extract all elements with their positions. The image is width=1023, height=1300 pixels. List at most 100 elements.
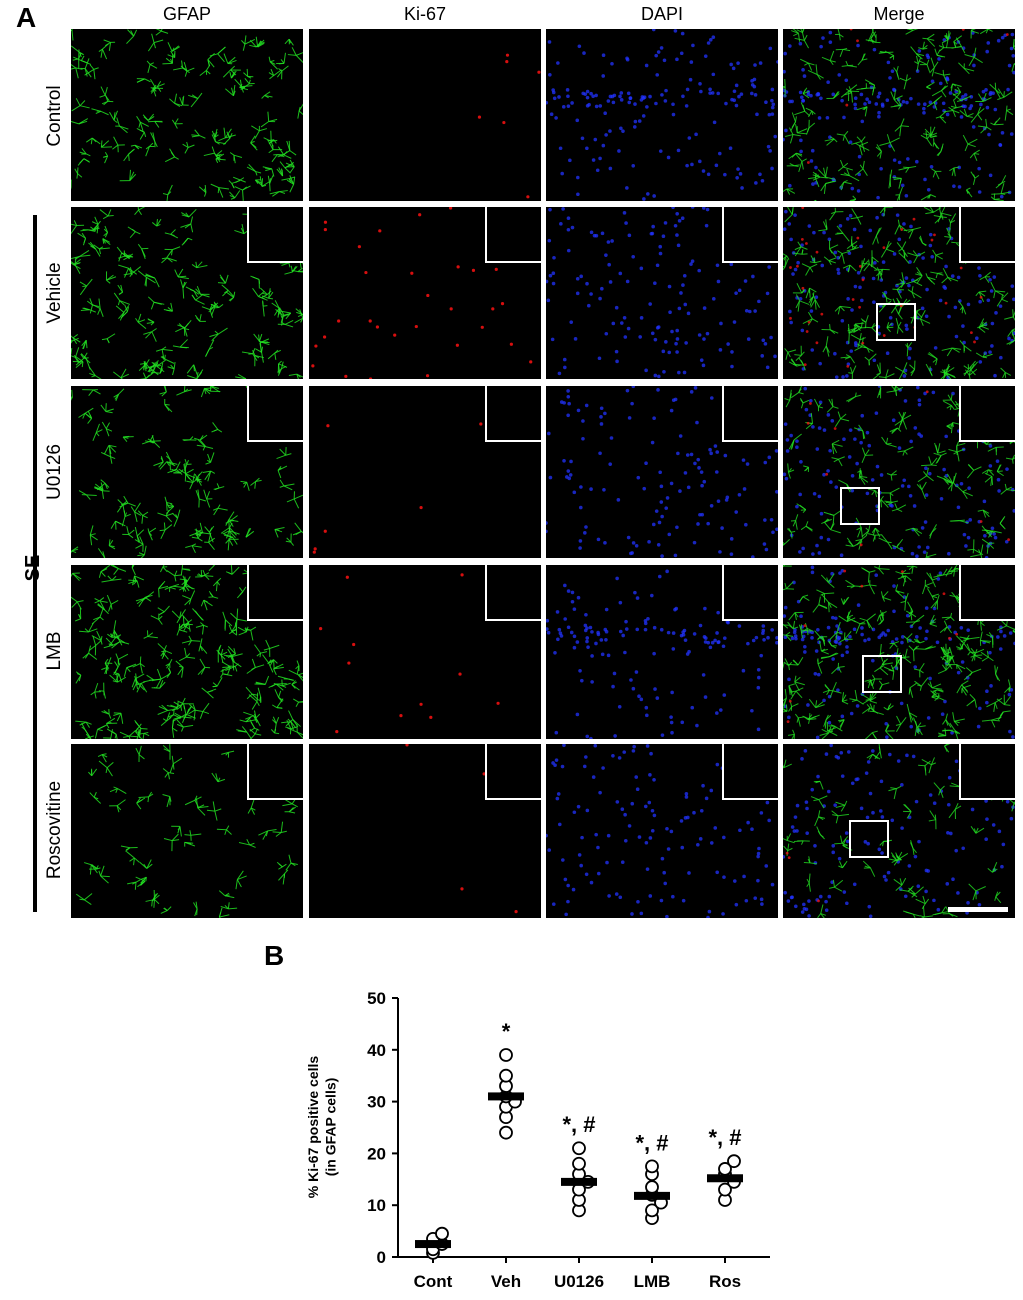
panel-b-label: B — [264, 940, 285, 971]
significance-label-lmb: *, # — [635, 1130, 668, 1155]
inset-zoom-vehicle-merge — [959, 207, 1015, 263]
x-tick-label: Ros — [709, 1272, 741, 1291]
se-group-label: SE — [22, 554, 44, 582]
roi-box-roscovitine — [849, 820, 889, 858]
micrograph-control-merge — [783, 29, 1015, 201]
column-label-merge: Merge — [873, 4, 925, 24]
y-axis-label: % Ki-67 positive cells (in GFAP cells) — [305, 1056, 339, 1199]
micrograph-vehicle-ki67 — [309, 207, 541, 379]
inset-zoom-roscovitine-merge — [959, 744, 1015, 800]
data-point-lmb — [645, 1211, 659, 1226]
data-point-cont — [426, 1242, 440, 1257]
data-point-u0126 — [572, 1156, 586, 1171]
micrograph-roscovitine-gfap — [71, 744, 303, 918]
y-tick-label: 40 — [367, 1041, 386, 1060]
roi-box-u0126 — [840, 487, 880, 525]
micrograph-u0126-dapi — [546, 386, 778, 558]
inset-zoom-lmb-gfap — [247, 565, 303, 621]
panel-a-label: A — [16, 2, 37, 33]
data-point-lmb — [654, 1195, 668, 1210]
inset-zoom-vehicle-gfap — [247, 207, 303, 263]
mean-bar-ros — [707, 1174, 743, 1183]
data-point-ros — [718, 1193, 732, 1207]
inset-zoom-u0126-gfap — [247, 386, 303, 442]
data-point-lmb — [645, 1159, 659, 1174]
data-point-u0126 — [572, 1193, 586, 1207]
inset-zoom-vehicle-ki67 — [485, 207, 541, 263]
data-point-cont — [426, 1231, 440, 1246]
mean-bar-lmb — [634, 1191, 670, 1200]
micrograph-vehicle-gfap — [71, 207, 303, 379]
y-tick-label: 50 — [367, 989, 386, 1008]
mean-bar-veh — [488, 1092, 524, 1101]
data-point-veh — [499, 1079, 513, 1093]
data-point-lmb — [645, 1187, 659, 1202]
micrograph-vehicle-merge — [783, 207, 1015, 379]
micrograph-lmb-gfap — [71, 565, 303, 739]
data-point-veh — [508, 1094, 522, 1109]
data-point-lmb — [645, 1203, 659, 1218]
data-point-u0126 — [572, 1203, 586, 1218]
micrograph-roscovitine-merge — [783, 744, 1015, 918]
micrograph-roscovitine-ki67 — [309, 744, 541, 918]
data-point-veh — [499, 1125, 513, 1140]
micrograph-control-dapi — [546, 29, 778, 201]
micrograph-lmb-merge — [783, 565, 1015, 739]
scale-bar — [948, 907, 1008, 912]
y-tick-label: 30 — [367, 1093, 386, 1112]
data-point-u0126 — [572, 1167, 586, 1182]
data-point-ros — [727, 1174, 741, 1189]
row-label-vehicle: Vehicle — [44, 262, 65, 324]
micrograph-lmb-ki67 — [309, 565, 541, 739]
column-label-ki67: Ki-67 — [403, 4, 447, 24]
micrograph-u0126-gfap — [71, 386, 303, 558]
inset-zoom-lmb-ki67 — [485, 565, 541, 621]
mean-bar-cont — [415, 1240, 451, 1249]
micrograph-control-gfap — [71, 29, 303, 201]
y-tick-label: 0 — [377, 1248, 386, 1267]
micrograph-vehicle-dapi — [546, 207, 778, 379]
data-point-veh — [499, 1099, 513, 1114]
row-label-u0126: U0126 — [44, 444, 65, 500]
row-label-control: Control — [44, 85, 65, 147]
significance-label-ros: *, # — [708, 1125, 741, 1150]
column-label-gfap: GFAP — [162, 4, 211, 24]
x-tick-label: Cont — [414, 1272, 453, 1291]
x-tick-label: U0126 — [554, 1272, 604, 1291]
inset-zoom-u0126-ki67 — [485, 386, 541, 442]
inset-zoom-roscovitine-gfap — [247, 744, 303, 800]
data-point-lmb — [645, 1167, 659, 1182]
data-point-cont — [426, 1245, 440, 1260]
significance-label-u0126: *, # — [562, 1112, 595, 1137]
row-label-roscovitine: Roscovitine — [44, 780, 65, 880]
inset-zoom-lmb-dapi — [722, 565, 778, 621]
data-point-lmb — [645, 1180, 659, 1194]
data-point-ros — [718, 1167, 732, 1182]
data-point-u0126 — [581, 1174, 595, 1189]
micrograph-lmb-dapi — [546, 565, 778, 739]
data-point-ros — [718, 1182, 732, 1197]
se-group-bracket — [33, 215, 37, 912]
micrograph-u0126-merge — [783, 386, 1015, 558]
y-tick-label: 20 — [367, 1144, 386, 1163]
mean-bar-u0126 — [561, 1177, 597, 1186]
data-point-ros — [718, 1162, 732, 1176]
roi-box-lmb — [862, 655, 902, 693]
inset-zoom-u0126-dapi — [722, 386, 778, 442]
data-point-veh — [499, 1089, 513, 1104]
y-tick-label: 10 — [367, 1196, 386, 1215]
column-label-dapi: DAPI — [640, 4, 683, 24]
data-point-ros — [727, 1154, 741, 1169]
micrograph-control-ki67 — [309, 29, 541, 201]
inset-zoom-roscovitine-ki67 — [485, 744, 541, 800]
data-point-cont — [435, 1237, 449, 1251]
inset-zoom-roscovitine-dapi — [722, 744, 778, 800]
x-tick-label: LMB — [634, 1272, 671, 1291]
inset-zoom-lmb-merge — [959, 565, 1015, 621]
data-point-u0126 — [572, 1182, 586, 1197]
data-point-veh — [499, 1068, 513, 1083]
row-label-lmb: LMB — [44, 631, 65, 671]
significance-label-veh: * — [502, 1019, 511, 1044]
x-tick-label: Veh — [491, 1272, 521, 1291]
inset-zoom-vehicle-dapi — [722, 207, 778, 263]
